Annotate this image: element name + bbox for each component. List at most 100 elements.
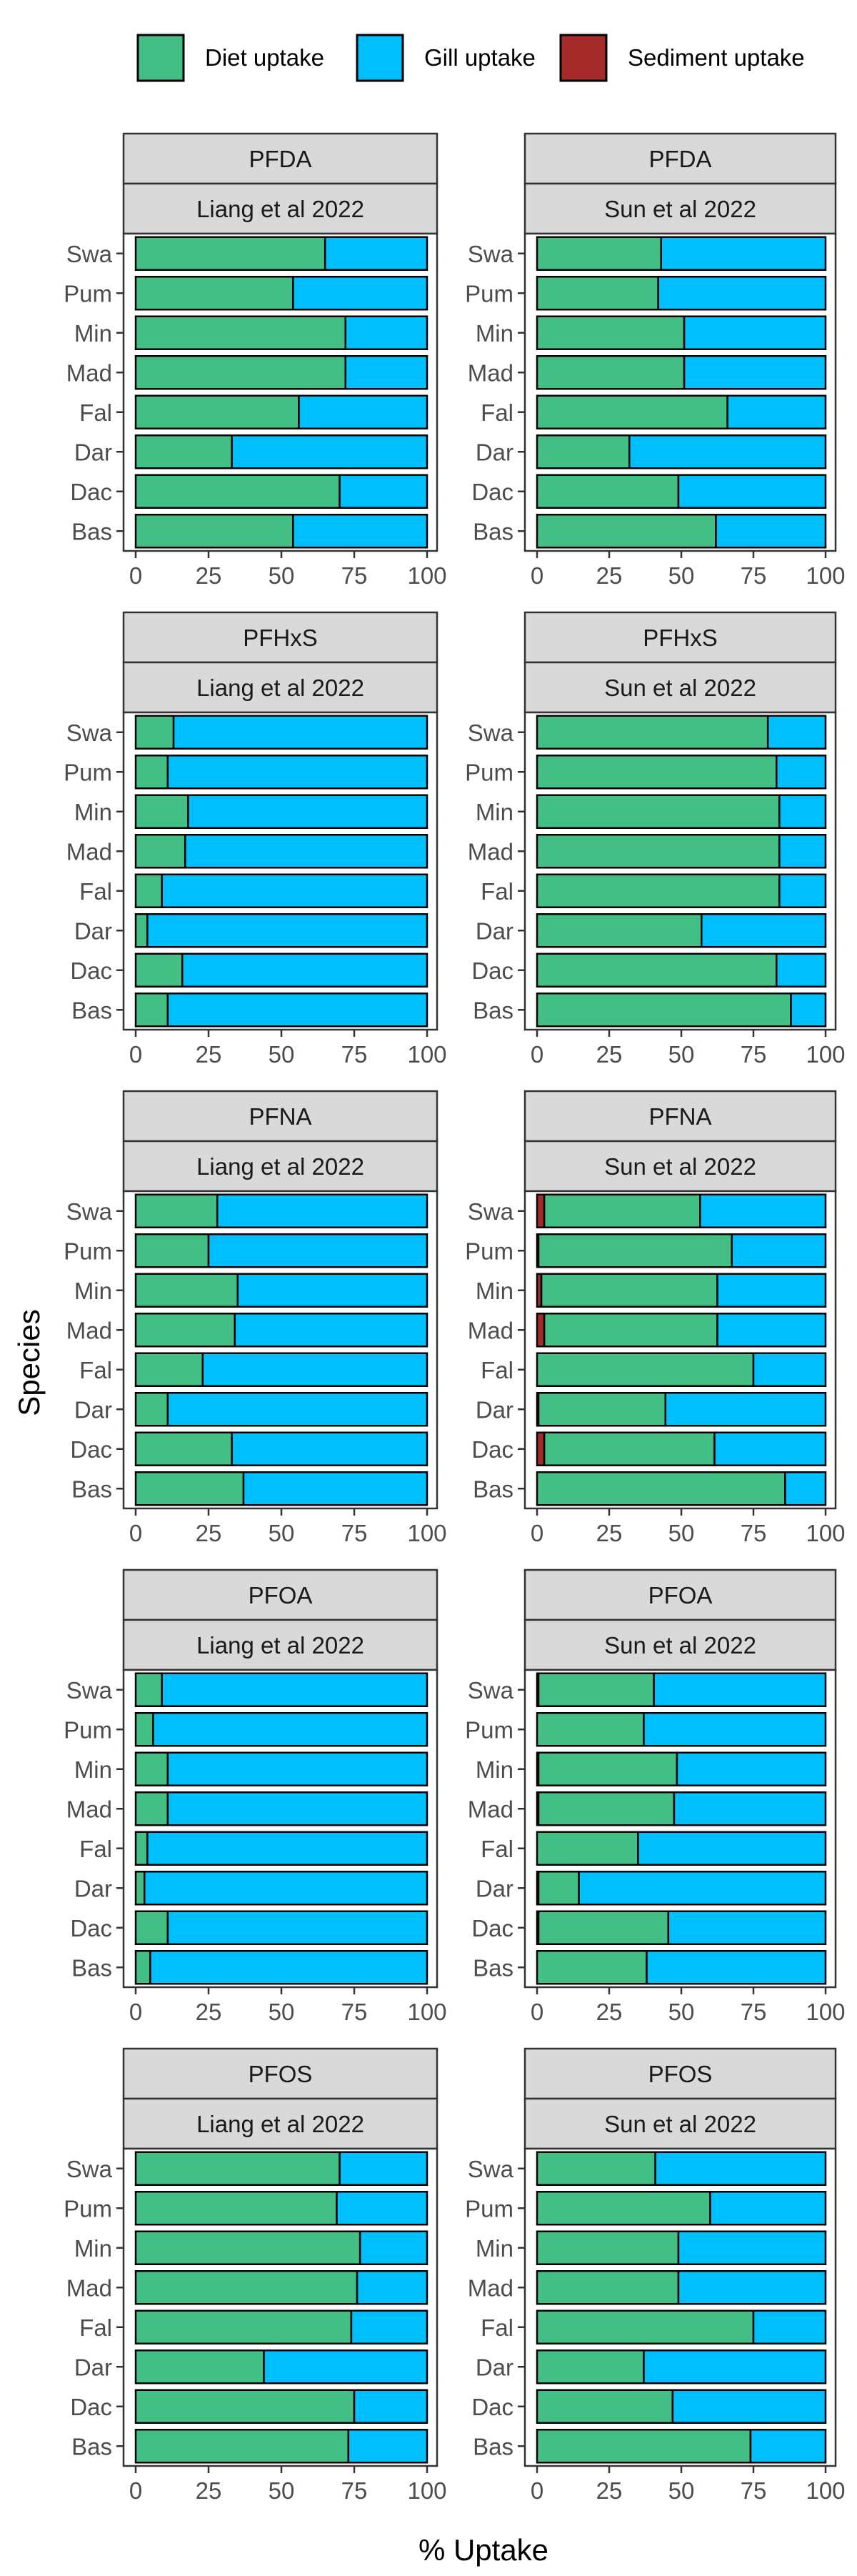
y-tick-label: Dar xyxy=(476,1875,513,1901)
y-tick-label: Min xyxy=(476,320,513,347)
bar-gill-mad xyxy=(166,1791,428,1826)
strip-study-label: Liang et al 2022 xyxy=(196,675,364,701)
x-tick-label: 100 xyxy=(806,562,845,589)
bar-diet-swa xyxy=(536,236,662,271)
x-tick-label: 100 xyxy=(407,2477,446,2504)
bar-diet-dar xyxy=(134,1871,146,1906)
y-tick-label: Fal xyxy=(481,1836,513,1862)
y-tick-label: Min xyxy=(74,1756,112,1783)
y-tick-label: Dac xyxy=(471,1436,513,1463)
bar-diet-dac xyxy=(134,2389,356,2424)
y-tick-label: Pum xyxy=(64,280,112,307)
strip-compound-label: PFDA xyxy=(249,146,311,172)
bar-diet-pum xyxy=(536,1712,645,1747)
x-tick-label: 50 xyxy=(269,1041,295,1068)
strip-study-pfhxs-sun xyxy=(523,661,837,714)
x-tick-label: 75 xyxy=(341,1041,368,1068)
bar-gill-min xyxy=(683,315,827,350)
x-tick-label: 0 xyxy=(531,562,543,589)
bar-diet-bas xyxy=(134,514,294,549)
y-tick-label: Min xyxy=(74,799,112,825)
y-tick-label: Swa xyxy=(468,1677,514,1704)
bar-diet-pum xyxy=(537,1233,733,1268)
bar-diet-bas xyxy=(536,1471,786,1506)
y-tick-label: Dar xyxy=(74,1396,112,1423)
bar-gill-mad xyxy=(344,355,428,390)
x-tick-label: 25 xyxy=(196,562,222,589)
x-tick-label: 0 xyxy=(531,1999,543,2025)
strip-study-label: Sun et al 2022 xyxy=(604,196,756,222)
y-tick-label: Dac xyxy=(70,958,112,984)
bar-gill-dar xyxy=(143,1871,428,1906)
bar-diet-min xyxy=(134,1751,169,1786)
x-tick-label: 25 xyxy=(196,2477,222,2504)
bar-gill-fal xyxy=(752,1352,827,1387)
bar-gill-fal xyxy=(752,2309,827,2344)
bar-gill-swa xyxy=(216,1193,428,1228)
bar-sediment-dac xyxy=(536,1431,546,1466)
y-tick-label: Min xyxy=(476,2235,513,2262)
bar-diet-pum xyxy=(134,276,294,311)
bar-gill-dar xyxy=(664,1392,827,1427)
bar-diet-min xyxy=(134,794,189,829)
x-tick-label: 75 xyxy=(741,1520,767,1546)
bar-diet-bas xyxy=(134,1950,151,1985)
bar-gill-bas xyxy=(242,1471,428,1506)
bar-gill-fal xyxy=(146,1831,428,1866)
y-tick-label: Fal xyxy=(481,878,513,905)
x-tick-label: 50 xyxy=(668,1520,695,1546)
x-tick-label: 75 xyxy=(341,2477,368,2504)
x-tick-label: 25 xyxy=(596,1999,623,2025)
bar-gill-dac xyxy=(339,474,428,509)
y-tick-label: Pum xyxy=(64,2195,112,2222)
y-tick-label: Dac xyxy=(70,2394,112,2420)
strip-compound-label: PFHxS xyxy=(243,625,318,651)
bar-diet-min xyxy=(134,315,347,350)
bar-diet-mad xyxy=(134,834,186,869)
bar-gill-fal xyxy=(726,394,827,429)
bar-diet-dar xyxy=(134,2349,265,2384)
strip-compound-pfoa-sun xyxy=(523,1568,837,1621)
bar-diet-swa xyxy=(134,1193,219,1228)
y-tick-label: Min xyxy=(476,1278,513,1304)
bar-gill-pum xyxy=(292,276,428,311)
bar-diet-fal xyxy=(134,2309,353,2344)
legend-key-gill xyxy=(356,34,404,82)
y-tick-label: Dac xyxy=(70,1915,112,1941)
x-tick-label: 50 xyxy=(668,1041,695,1068)
y-tick-label: Mad xyxy=(468,2274,513,2301)
bar-sediment-mad xyxy=(536,1313,546,1348)
y-tick-label: Dar xyxy=(476,1396,513,1423)
y-tick-label: Dac xyxy=(70,1436,112,1463)
bar-gill-bas xyxy=(784,1471,827,1506)
bar-gill-dac xyxy=(353,2389,428,2424)
x-tick-label: 25 xyxy=(596,562,623,589)
bar-diet-fal xyxy=(134,873,163,908)
x-tick-label: 0 xyxy=(129,1520,142,1546)
x-tick-label: 75 xyxy=(341,1999,368,2025)
x-tick-label: 50 xyxy=(269,562,295,589)
bar-gill-pum xyxy=(643,1712,827,1747)
bar-diet-pum xyxy=(536,2191,711,2226)
strip-study-label: Liang et al 2022 xyxy=(196,196,364,222)
x-tick-label: 0 xyxy=(531,1041,543,1068)
bar-diet-fal xyxy=(536,394,728,429)
strip-study-label: Liang et al 2022 xyxy=(196,1632,364,1659)
x-tick-label: 50 xyxy=(269,1520,295,1546)
bar-gill-min xyxy=(187,794,428,829)
x-tick-label: 75 xyxy=(741,2477,767,2504)
x-tick-label: 0 xyxy=(129,1041,142,1068)
strip-compound-pfos-sun xyxy=(523,2047,837,2100)
bar-gill-fal xyxy=(161,873,428,908)
y-tick-label: Bas xyxy=(71,997,112,1023)
bar-diet-dar xyxy=(134,434,233,469)
bar-diet-dar xyxy=(536,2349,645,2384)
bar-gill-dac xyxy=(181,953,428,988)
bar-diet-fal xyxy=(536,873,781,908)
y-tick-label: Swa xyxy=(468,2156,514,2182)
bar-diet-bas xyxy=(134,2429,350,2464)
bar-diet-swa xyxy=(134,236,326,271)
bar-diet-fal xyxy=(536,2309,755,2344)
x-tick-label: 75 xyxy=(341,562,368,589)
bar-diet-dac xyxy=(543,1431,716,1466)
